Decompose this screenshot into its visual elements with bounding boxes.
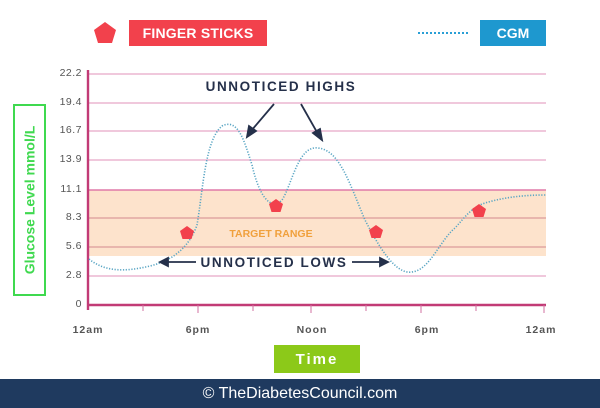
y-tick-label: 2.8 xyxy=(65,269,82,281)
y-tick-label: 11.1 xyxy=(60,183,82,195)
x-tick-label: 12am xyxy=(72,324,104,336)
x-tick-label: 6pm xyxy=(185,324,211,336)
unnoticed-highs-label: UNNOTICED HIGHS xyxy=(206,79,357,94)
cgm-legend-line-icon xyxy=(418,32,468,34)
x-tick-label: 6pm xyxy=(414,324,440,336)
target-range-band xyxy=(89,190,546,256)
y-axis-title-box: Glucose Level mmol/L xyxy=(13,104,46,296)
legend-finger-sticks: FINGER STICKS xyxy=(129,20,267,46)
legend-cgm: CGM xyxy=(480,20,546,46)
x-tick-label: Noon xyxy=(296,324,328,336)
x-ticks xyxy=(142,305,545,313)
x-tick-label: 12am xyxy=(525,324,557,336)
finger-stick-markers xyxy=(180,199,486,239)
finger-stick-marker xyxy=(369,225,383,238)
y-tick-label: 16.7 xyxy=(59,124,82,136)
finger-stick-marker xyxy=(269,199,283,212)
y-tick-label: 22.2 xyxy=(59,67,82,79)
y-axis-title: Glucose Level mmol/L xyxy=(21,125,38,275)
y-tick-label: 8.3 xyxy=(65,211,82,223)
x-axis-title: Time xyxy=(274,345,360,373)
y-tick-label: 19.4 xyxy=(59,96,82,108)
cgm-line xyxy=(88,123,547,273)
highs-arrows xyxy=(245,103,324,143)
target-range-label: TARGET RANGE xyxy=(229,228,312,240)
lows-arrows xyxy=(157,256,391,268)
y-tick-label: 13.9 xyxy=(59,153,82,165)
y-tick-label: 5.6 xyxy=(65,240,82,252)
finger-stick-marker xyxy=(472,204,486,217)
finger-stick-legend-icon xyxy=(94,22,116,43)
unnoticed-lows-label: UNNOTICED LOWS xyxy=(201,255,348,270)
finger-stick-marker xyxy=(180,226,194,239)
footer-credit: © TheDiabetesCouncil.com xyxy=(0,379,600,408)
y-tick-label: 0 xyxy=(75,298,82,310)
